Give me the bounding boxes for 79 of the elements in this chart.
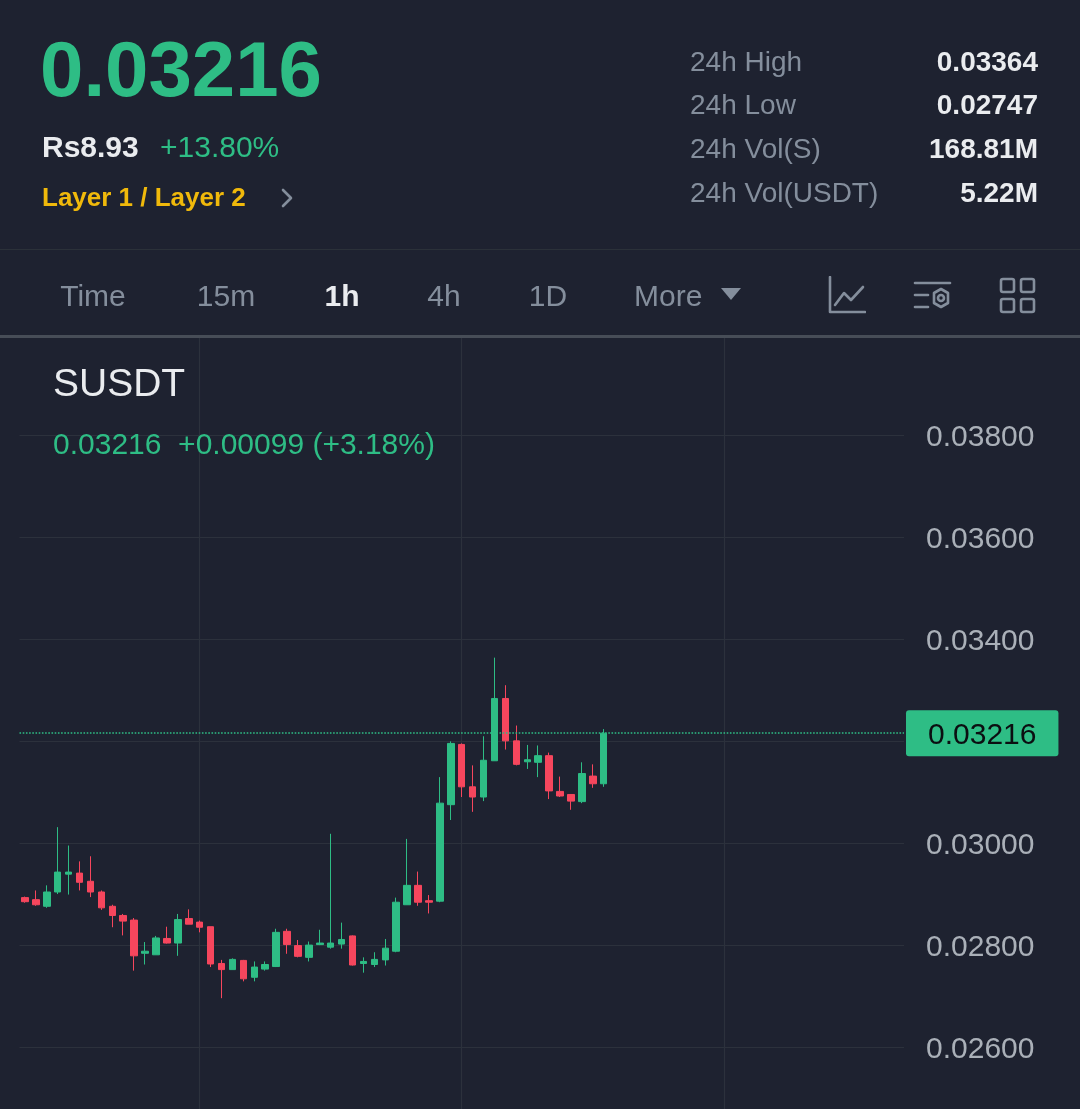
candlestick (229, 957, 236, 971)
candlestick (119, 913, 127, 936)
candlestick (207, 926, 214, 968)
text: 24h Low (690, 88, 796, 122)
text: Time (60, 278, 126, 314)
text: 24h Vol(USDT) (690, 176, 879, 210)
candlestick (54, 826, 61, 895)
candlestick (294, 939, 302, 958)
candlestick (338, 922, 345, 950)
text: 0.03364 (936, 45, 1038, 79)
candlestick (469, 764, 476, 813)
candlestick (152, 935, 160, 956)
y-tick-label: 0.03800 (926, 418, 1035, 452)
candlestick (360, 956, 367, 974)
candlestick (436, 776, 444, 903)
candlestick (130, 917, 138, 972)
candlestick (403, 838, 411, 906)
candlestick (392, 897, 400, 953)
candlestick (21, 896, 29, 904)
candlestick (578, 761, 586, 804)
candlestick (283, 928, 291, 955)
candlestick (305, 941, 313, 962)
candlestick (349, 934, 356, 967)
y-tick-label: 0.02600 (926, 1031, 1035, 1065)
candlestick (458, 742, 465, 798)
candlestick (174, 913, 182, 957)
y-tick-label: 0.03000 (926, 826, 1035, 860)
ref-line-label: 0.03216 (928, 716, 1037, 750)
candlestick (141, 941, 149, 965)
candlestick (272, 928, 280, 968)
candlestick (545, 752, 553, 800)
candlestick (87, 855, 94, 898)
candlestick (240, 959, 247, 982)
text: 15m (196, 278, 256, 314)
candlestick (98, 889, 105, 911)
text: 0.03216 (40, 25, 322, 115)
text: 1D (528, 278, 568, 314)
text: 168.81M (929, 132, 1038, 166)
text: +13.80% (160, 129, 280, 165)
candlestick (316, 929, 324, 946)
y-tick-label: 0.02800 (926, 929, 1035, 963)
candlestick (43, 884, 51, 909)
candlestick (109, 904, 116, 928)
text: 1h (324, 278, 360, 314)
candlestick (251, 960, 258, 982)
text: 4h (427, 278, 461, 314)
candlestick (524, 744, 531, 770)
candlestick (327, 833, 334, 950)
candlestick (589, 763, 597, 789)
text: 5.22M (960, 176, 1038, 210)
candlestick (371, 951, 378, 968)
candlestick (185, 908, 193, 925)
candlestick (261, 960, 269, 972)
text: 24h High (690, 45, 803, 79)
text: More (634, 278, 703, 314)
text: Rs8.93 (42, 129, 139, 165)
y-tick-label: 0.03600 (926, 520, 1035, 554)
candlestick (414, 871, 422, 907)
candlestick (196, 920, 203, 933)
candlestick (382, 938, 389, 967)
candlestick (534, 744, 542, 778)
candlestick (425, 894, 433, 914)
candlestick (32, 889, 40, 907)
candlestick (163, 926, 171, 945)
candlestick (218, 959, 225, 999)
text: Layer 1 / Layer 2 (42, 182, 246, 213)
text: 0.03216 +0.00099 (+3.18%) (53, 426, 435, 460)
candlestick (447, 740, 455, 821)
candlestick (480, 735, 487, 802)
candlestick (556, 776, 564, 798)
candlestick (76, 860, 83, 891)
text: 24h Vol(S) (690, 132, 821, 166)
candlestick (502, 684, 509, 751)
y-tick-label: 0.03400 (926, 622, 1035, 656)
candlestick (567, 793, 575, 811)
text: SUSDT (53, 361, 186, 404)
candlestick (65, 845, 72, 896)
text: 0.02747 (936, 88, 1038, 122)
candlestick (513, 725, 520, 766)
